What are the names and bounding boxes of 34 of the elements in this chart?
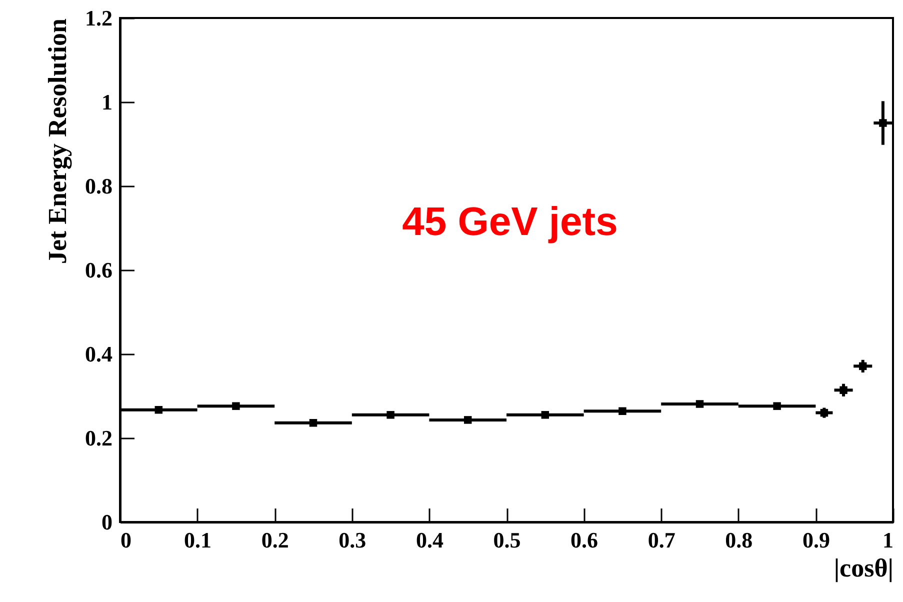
point — [696, 400, 704, 408]
point — [464, 416, 472, 424]
point — [773, 402, 781, 410]
point — [309, 419, 318, 427]
x-tick-label: 0.2 — [261, 528, 289, 552]
point — [820, 408, 828, 417]
point — [840, 386, 848, 394]
y-tick-label: 0.2 — [85, 426, 112, 450]
x-tick-label: 0.6 — [570, 528, 598, 552]
y-tick-label: 0.8 — [85, 174, 112, 198]
y-tick-label: 0.4 — [85, 342, 112, 366]
y-tick-label: 1 — [102, 90, 112, 114]
point — [879, 119, 887, 127]
x-tick-label: 0.1 — [184, 528, 212, 552]
point — [154, 406, 163, 414]
x-axis-title: |cosθ| — [834, 554, 894, 582]
x-tick-label: 0.4 — [416, 528, 444, 552]
x-tick-label: 0.3 — [338, 528, 366, 552]
x-tick-label: 0.8 — [725, 528, 753, 552]
x-tick-label: 0 — [120, 528, 132, 552]
y-tick-label: 0 — [102, 510, 112, 534]
point — [541, 411, 550, 419]
x-tick-label: 0.9 — [802, 528, 830, 552]
point — [858, 362, 867, 370]
x-tick-label: 0.7 — [648, 528, 676, 552]
point — [618, 407, 626, 415]
y-tick-label: 0.6 — [85, 258, 112, 282]
y-axis-title: Jet Energy Resolution — [43, 18, 72, 264]
x-tick-label: 0.5 — [493, 528, 521, 552]
point — [232, 402, 240, 410]
y-tick-label: 1.2 — [85, 6, 112, 30]
x-tick-label: 1 — [882, 528, 894, 552]
annotation: 45 GeV jets — [402, 200, 618, 244]
point — [386, 411, 394, 419]
